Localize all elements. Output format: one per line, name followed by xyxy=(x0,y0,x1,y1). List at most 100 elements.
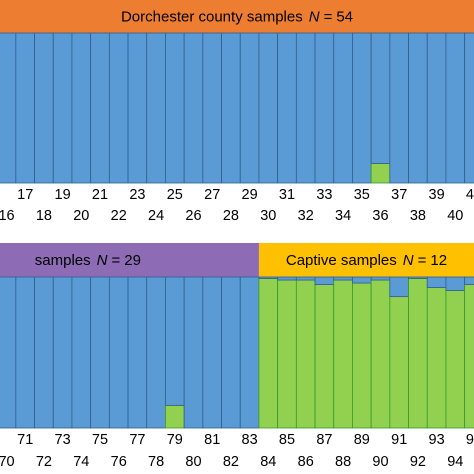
x-tick-label: 83 xyxy=(242,432,258,448)
bar-segment xyxy=(146,32,166,184)
n-symbol: N xyxy=(97,252,108,269)
x-tick-label: 27 xyxy=(204,187,220,203)
bar-segment xyxy=(352,32,372,184)
x-tick-label: 21 xyxy=(92,187,108,203)
x-tick-label: 34 xyxy=(335,208,351,224)
bar-segment xyxy=(221,276,241,429)
bar-segment xyxy=(370,279,391,429)
bar-segment xyxy=(389,296,409,429)
x-tick-label: 25 xyxy=(167,187,183,203)
n-value: 54 xyxy=(336,8,353,25)
x-tick-label: 24 xyxy=(148,208,164,224)
x-tick-label: 38 xyxy=(410,208,426,224)
x-tick-label: 90 xyxy=(372,454,388,470)
x-tick-label: 22 xyxy=(111,208,127,224)
bar-segment xyxy=(464,284,474,429)
bar-segment xyxy=(370,276,391,281)
x-tick-label: 95 xyxy=(466,432,474,448)
bar-segment xyxy=(258,276,279,279)
bar-segment xyxy=(258,32,279,184)
bar-segment xyxy=(389,32,409,184)
bar-segment xyxy=(295,279,316,429)
x-tick-label: 73 xyxy=(55,432,71,448)
bar-segment xyxy=(146,276,166,429)
x-tick-label: 36 xyxy=(372,208,388,224)
bar-segment xyxy=(34,276,54,429)
x-tick-label: 87 xyxy=(316,432,332,448)
x-tick-label: 37 xyxy=(391,187,407,203)
bar-segment xyxy=(370,32,391,164)
bar-segment xyxy=(426,276,447,288)
x-tick-label: 71 xyxy=(17,432,33,448)
group-label: Captive samples N = 12 xyxy=(286,252,447,269)
equals: = xyxy=(324,8,333,25)
bar-segment xyxy=(445,276,466,291)
x-tick-label: 84 xyxy=(260,454,276,470)
x-tick-label: 82 xyxy=(223,454,239,470)
n-symbol: N xyxy=(309,8,320,25)
x-tick-label: 76 xyxy=(111,454,127,470)
bar-segment xyxy=(0,276,17,429)
x-tick-label: 30 xyxy=(260,208,276,224)
bar-segment xyxy=(426,32,447,184)
bar-segment xyxy=(165,404,185,429)
bar-segment xyxy=(34,32,54,184)
x-tick-label: 40 xyxy=(447,208,463,224)
bar-segment xyxy=(165,276,185,406)
bar-segment xyxy=(408,276,428,279)
bar-segment xyxy=(258,278,279,429)
x-tick-label: 86 xyxy=(298,454,314,470)
x-tick-label: 88 xyxy=(335,454,351,470)
bar-segment xyxy=(295,32,316,184)
bar-segment xyxy=(445,290,466,429)
bar-segment xyxy=(108,276,129,429)
bar-segment xyxy=(52,32,73,184)
group-label: Dorchester county samples N = 54 xyxy=(121,8,353,25)
n-value: 12 xyxy=(430,252,447,269)
bar-segment xyxy=(15,276,35,429)
bar-segment xyxy=(408,32,428,184)
bar-segment xyxy=(314,284,335,429)
x-tick-label: 28 xyxy=(223,208,239,224)
bar-segment xyxy=(277,276,297,281)
group-header xyxy=(258,243,474,277)
x-tick-label: 92 xyxy=(410,454,426,470)
x-tick-label: 19 xyxy=(55,187,71,203)
bar-segment xyxy=(183,276,204,429)
bar-segment xyxy=(333,32,353,184)
bar-segment xyxy=(426,287,447,429)
x-tick-label: 70 xyxy=(0,454,15,470)
x-tick-label: 78 xyxy=(148,454,164,470)
x-tick-label: 89 xyxy=(354,432,370,448)
group-header xyxy=(0,0,474,33)
bar-segment xyxy=(277,32,297,184)
x-tick-label: 85 xyxy=(279,432,295,448)
equals: = xyxy=(418,252,427,269)
bar-segment xyxy=(127,32,148,184)
bar-segment xyxy=(15,32,35,184)
x-tick-label: 39 xyxy=(429,187,445,203)
x-tick-label: 94 xyxy=(447,454,463,470)
x-tick-label: 26 xyxy=(185,208,201,224)
group-name: Dorchester county samples xyxy=(121,8,303,25)
bar-segment xyxy=(71,276,92,429)
bar-segment xyxy=(314,32,335,184)
bar-segment xyxy=(295,276,316,281)
x-tick-label: 23 xyxy=(129,187,145,203)
bar-segment xyxy=(464,276,474,285)
x-tick-label: 31 xyxy=(279,187,295,203)
bar-segment xyxy=(239,32,260,184)
x-tick-label: 72 xyxy=(36,454,52,470)
group-header xyxy=(0,243,259,277)
group-name: Captive samples xyxy=(286,252,397,269)
bar-segment xyxy=(333,279,353,429)
x-tick-label: 79 xyxy=(167,432,183,448)
equals: = xyxy=(111,252,120,269)
bar-segment xyxy=(90,32,110,184)
x-tick-label: 75 xyxy=(92,432,108,448)
bar-segment xyxy=(52,276,73,429)
x-tick-label: 74 xyxy=(73,454,89,470)
n-symbol: N xyxy=(403,252,414,269)
bar-segment xyxy=(408,278,428,429)
